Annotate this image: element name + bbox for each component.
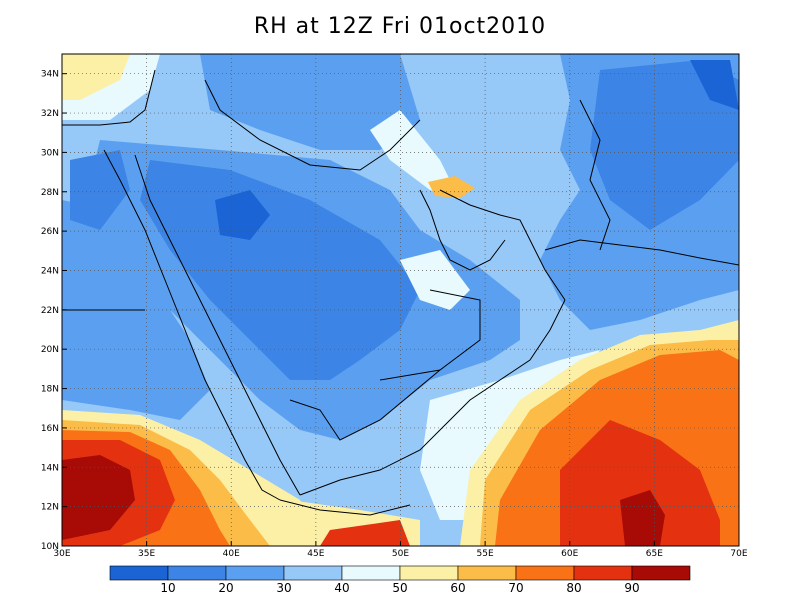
rh-field-20-30-arabia xyxy=(140,160,420,380)
gulf-east-coast xyxy=(439,189,566,301)
lon-tick-label: 60E xyxy=(561,549,578,559)
map-grid xyxy=(62,54,739,546)
colorbar-swatch xyxy=(631,565,691,581)
lon-tick-label: 50E xyxy=(392,549,409,559)
rh-field-90-sw xyxy=(62,455,135,540)
gulf-of-aden-south xyxy=(279,499,411,516)
lon-tick-label: 35E xyxy=(138,549,155,559)
lon-tick-label: 45E xyxy=(307,549,324,559)
lat-tick-label: 24N xyxy=(41,266,59,276)
colorbar: 10 20 30 40 50 60 70 80 90 xyxy=(109,565,691,595)
colorbar-label: 60 xyxy=(450,581,465,595)
rh-field-50-60-nw xyxy=(62,54,130,100)
colorbar-swatch xyxy=(573,565,633,581)
iran-afghanistan-border xyxy=(579,99,611,251)
lat-tick-label: 22N xyxy=(41,306,59,316)
colorbar-swatch xyxy=(399,565,459,581)
lon-tick-label: 40E xyxy=(223,549,240,559)
colorbar-label: 80 xyxy=(566,581,581,595)
red-sea-west-coast xyxy=(103,149,281,501)
colorbar-label: 40 xyxy=(334,581,349,595)
rh-field-40-50-iraq xyxy=(370,110,460,200)
rh-field-30-40-north xyxy=(200,54,420,150)
rh-field-20-30-iran xyxy=(590,60,739,230)
lat-tick-label: 14N xyxy=(41,463,59,473)
colorbar-swatch xyxy=(225,565,285,581)
rh-field-10-20-afghan xyxy=(690,60,739,110)
colorbar-swatch xyxy=(167,565,227,581)
lat-tick-label: 28N xyxy=(41,188,59,198)
colorbar-label: 70 xyxy=(508,581,523,595)
lon-tick-label: 70E xyxy=(730,549,747,559)
rh-field-80-90-arabiansea xyxy=(560,420,720,546)
makran-coast xyxy=(544,239,739,266)
map-title: RH at 12Z Fri 01oct2010 xyxy=(253,14,547,39)
arabia-south-coast xyxy=(299,299,566,496)
mediterranean-coast xyxy=(62,69,156,126)
colorbar-label: 20 xyxy=(218,581,233,595)
lat-tick-label: 12N xyxy=(41,503,59,513)
colorbar-label: 50 xyxy=(392,581,407,595)
lat-tick-label: 32N xyxy=(41,109,59,119)
colorbar-label: 90 xyxy=(624,581,639,595)
lat-tick-label: 10N xyxy=(41,542,59,552)
latitude-ticks: 10N 12N 14N 16N 18N 20N 22N 24N 26N 28N 30N 32N 34N xyxy=(41,70,67,552)
rh-field-90-arabiansea xyxy=(620,490,665,546)
lat-tick-label: 20N xyxy=(41,345,59,355)
colorbar-swatch xyxy=(457,565,517,581)
lat-tick-label: 34N xyxy=(41,70,59,80)
colorbar-label: 30 xyxy=(276,581,291,595)
colorbar-swatch xyxy=(515,565,575,581)
rh-field-10-20-nafud xyxy=(215,190,270,240)
gulf-west-coast xyxy=(419,189,506,271)
lat-tick-label: 18N xyxy=(41,385,59,395)
rh-field-60-70-kuwait xyxy=(428,176,475,198)
oman-border xyxy=(379,289,481,381)
lat-tick-label: 16N xyxy=(41,424,59,434)
lon-tick-label: 55E xyxy=(477,549,494,559)
colorbar-label: 10 xyxy=(160,581,175,595)
longitude-ticks: 30E 35E 40E 45E 50E 55E 60E 65E 70E xyxy=(53,541,748,559)
colorbar-swatch xyxy=(283,565,343,581)
rh-field-80-90-yemen xyxy=(320,520,410,546)
red-sea-east-coast xyxy=(134,154,301,496)
lat-tick-label: 26N xyxy=(41,227,59,237)
iraq-iran-border xyxy=(204,79,421,171)
lat-tick-label: 30N xyxy=(41,148,59,158)
colorbar-swatch xyxy=(109,565,169,581)
colorbar-swatch xyxy=(341,565,401,581)
coastlines xyxy=(62,69,739,516)
lon-tick-label: 65E xyxy=(646,549,663,559)
lon-tick-label: 30E xyxy=(53,549,70,559)
saudi-yemen-border xyxy=(289,369,441,441)
